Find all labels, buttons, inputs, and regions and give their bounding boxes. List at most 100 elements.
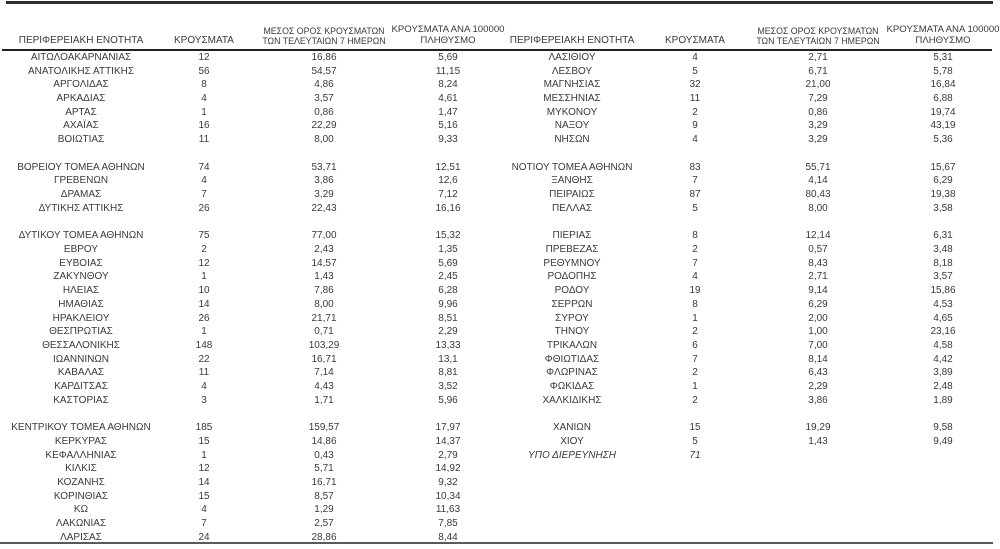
table-row: ΔΥΤΙΚΟΥ ΤΟΜΕΑ ΑΘΗΝΩΝ 75 77,00 15,32 ΠΙΕΡΙΑΣ 8… <box>2 230 992 244</box>
region-cell: ΔΥΤΙΚΗΣ ΑΤΤΙΚΗΣ <box>38 202 124 214</box>
region-cell: ΣΥΡΟΥ <box>555 312 589 324</box>
region-cell: ΧΑΛΚΙΔΙΚΗΣ <box>542 394 602 406</box>
table-row: ΚΟΖΑΝΗΣ 14 16,71 9,32 <box>2 476 992 490</box>
value-cell: 9,49 <box>933 436 953 448</box>
value-cell: 6,29 <box>808 298 828 310</box>
value-cell: 5,96 <box>438 394 458 406</box>
value-cell: 1,89 <box>933 394 953 406</box>
region-cell: ΚΕΦΑΛΛΗΝΙΑΣ <box>45 449 117 461</box>
table-row: ΑΝΑΤΟΛΙΚΗΣ ΑΤΤΙΚΗΣ 56 54,57 11,15 ΛΕΣΒΟΥ 5 6,7… <box>2 65 992 79</box>
header-label: ΜΕΣΟΣ ΟΡΟΣ ΚΡΟΥΣΜΑΤΩΝ <box>757 25 879 36</box>
value-cell <box>742 517 894 531</box>
header-avg7-right: ΜΕΣΟΣ ΟΡΟΣ ΚΡΟΥΣΜΑΤΩΝ ΤΩΝ ΤΕΛΕΥΤΑΙΩΝ 7 Η… <box>742 4 894 51</box>
value-cell: 8,14 <box>808 353 828 365</box>
value-cell: 11 <box>198 367 210 379</box>
value-cell: 0,57 <box>808 244 828 256</box>
value-cell <box>894 463 992 477</box>
header-label: ΜΕΣΟΣ ΟΡΟΣ ΚΡΟΥΣΜΑΤΩΝ <box>263 25 385 36</box>
table-row: ΘΕΣΣΑΛΟΝΙΚΗΣ 148 103,29 13,33 ΤΡΙΚΑΛΩΝ 6 7,00 4… <box>2 339 992 353</box>
table-row: ΙΩΑΝΝΙΝΩΝ 22 16,71 13,1 ΦΘΙΩΤΙΔΑΣ 7 8,14 4,42 <box>2 353 992 367</box>
region-cell: ΑΧΑΪΑΣ <box>63 120 99 132</box>
value-cell: 2,79 <box>438 449 458 461</box>
value-cell: 21,00 <box>805 79 831 91</box>
value-cell: 2,71 <box>808 271 828 283</box>
value-cell: 19,38 <box>930 189 956 201</box>
region-cell: ΡΟΔΟΥ <box>554 285 590 297</box>
value-cell: 8 <box>692 230 698 242</box>
value-cell: 7 <box>692 175 698 187</box>
value-cell: 1 <box>692 312 698 324</box>
value-cell: 16 <box>198 120 210 132</box>
header-cases-right: ΚΡΟΥΣΜΑΤΑ <box>648 4 742 51</box>
value-cell: 0,43 <box>314 449 334 461</box>
value-cell: 5,69 <box>438 257 458 269</box>
region-cell: ΘΕΣΠΡΩΤΙΑΣ <box>49 326 113 338</box>
value-cell: 3,57 <box>314 92 334 104</box>
header-cases-left: ΚΡΟΥΣΜΑΤΑ <box>160 4 248 51</box>
header-label: ΠΕΡΙΦΕΡΕΙΑΚΗ ΕΝΟΤΗΤΑ <box>18 34 144 46</box>
value-cell <box>648 463 742 477</box>
value-cell: 24 <box>198 531 210 543</box>
separator-cell <box>2 147 992 161</box>
value-cell: 8,43 <box>808 257 828 269</box>
region-cell: ΧΙΟΥ <box>560 436 584 448</box>
value-cell: 7,00 <box>808 339 828 351</box>
value-cell: 6,28 <box>438 285 458 297</box>
value-cell: 83 <box>689 161 701 173</box>
table-row: ΚΑΒΑΛΑΣ 11 7,14 8,81 ΦΛΩΡΙΝΑΣ 2 6,43 3,89 <box>2 366 992 380</box>
region-cell: ΦΛΩΡΙΝΑΣ <box>546 367 598 379</box>
region-cell: ΙΩΑΝΝΙΝΩΝ <box>52 353 110 365</box>
value-cell: 15 <box>689 422 701 434</box>
value-cell: 80,43 <box>805 189 831 201</box>
value-cell: 26 <box>198 312 210 324</box>
regional-cases-table: ΠΕΡΙΦΕΡΕΙΑΚΗ ΕΝΟΤΗΤΑ ΚΡΟΥΣΜΑΤΑ ΜΕΣΟΣ ΟΡΟ… <box>2 4 1000 545</box>
value-cell: 4 <box>692 271 698 283</box>
table-row: ΗΜΑΘΙΑΣ 14 8,00 9,96 ΣΕΡΡΩΝ 8 6,29 4,53 <box>2 298 992 312</box>
region-cell: ΠΕΙΡΑΙΩΣ <box>549 189 595 201</box>
value-cell: 13,33 <box>435 339 461 351</box>
value-cell: 2 <box>692 394 698 406</box>
region-cell: ΛΑΡΙΣΑΣ <box>60 531 102 543</box>
value-cell: 2 <box>692 244 698 256</box>
value-cell: 75 <box>198 230 210 242</box>
header-per100k-left: ΚΡΟΥΣΜΑΤΑ ΑΝΑ 100000 ΠΛΗΘΥΣΜΟ <box>392 4 505 51</box>
value-cell <box>894 504 992 518</box>
value-cell: 1,43 <box>808 436 828 448</box>
value-cell: 2 <box>692 106 698 118</box>
value-cell: 9,32 <box>438 477 458 489</box>
region-cell: ΚΟΡΙΝΘΙΑΣ <box>53 490 109 502</box>
header-label: ΚΡΟΥΣΜΑΤΑ ΑΝΑ 100000 <box>391 23 505 35</box>
value-cell: 9 <box>692 120 698 132</box>
region-cell: ΝΑΞΟΥ <box>554 120 590 132</box>
value-cell: 7,12 <box>438 189 458 201</box>
value-cell: 26 <box>198 202 210 214</box>
value-cell: 15,32 <box>435 230 461 242</box>
region-cell: ΗΡΑΚΛΕΙΟΥ <box>52 312 110 324</box>
region-cell: ΛΑΚΩΝΙΑΣ <box>55 518 107 530</box>
region-cell <box>496 476 648 490</box>
table-row: ΔΡΑΜΑΣ 7 3,29 7,12 ΠΕΙΡΑΙΩΣ 87 80,43 19,38 <box>2 188 992 202</box>
value-cell: 6,29 <box>933 175 953 187</box>
table-row: ΚΕΝΤΡΙΚΟΥ ΤΟΜΕΑ ΑΘΗΝΩΝ 185 159,57 17,97 ΧΑΝΙ… <box>2 422 992 436</box>
value-cell <box>742 463 894 477</box>
value-cell: 14,57 <box>311 257 337 269</box>
table-row: ΒΟΡΕΙΟΥ ΤΟΜΕΑ ΑΘΗΝΩΝ 74 53,71 12,51 ΝΟΤΙΟΥ Τ… <box>2 161 992 175</box>
value-cell: 2,71 <box>808 51 828 63</box>
table-row: ΓΡΕΒΕΝΩΝ 4 3,86 12,6 ΞΑΝΘΗΣ 7 4,14 6,29 <box>2 175 992 189</box>
value-cell <box>648 517 742 531</box>
value-cell: 2,43 <box>314 244 334 256</box>
table-row: ΑΡΤΑΣ 1 0,86 1,47 ΜΥΚΟΝΟΥ 2 0,86 19,74 <box>2 106 992 120</box>
region-cell: ΖΑΚΥΝΘΟΥ <box>53 271 109 283</box>
value-cell: 16,86 <box>311 51 337 63</box>
value-cell: 19 <box>689 285 701 297</box>
region-cell <box>496 517 648 531</box>
region-cell: ΔΡΑΜΑΣ <box>60 189 102 201</box>
value-cell: 9,58 <box>933 422 953 434</box>
value-cell: 16,16 <box>435 202 461 214</box>
value-cell: 7 <box>201 189 207 201</box>
table-row: ΑΧΑΪΑΣ 16 22,29 5,16 ΝΑΞΟΥ 9 3,29 43,19 <box>2 119 992 133</box>
value-cell: 7 <box>692 353 698 365</box>
value-cell: 6,88 <box>933 92 953 104</box>
value-cell: 16,71 <box>311 477 337 489</box>
